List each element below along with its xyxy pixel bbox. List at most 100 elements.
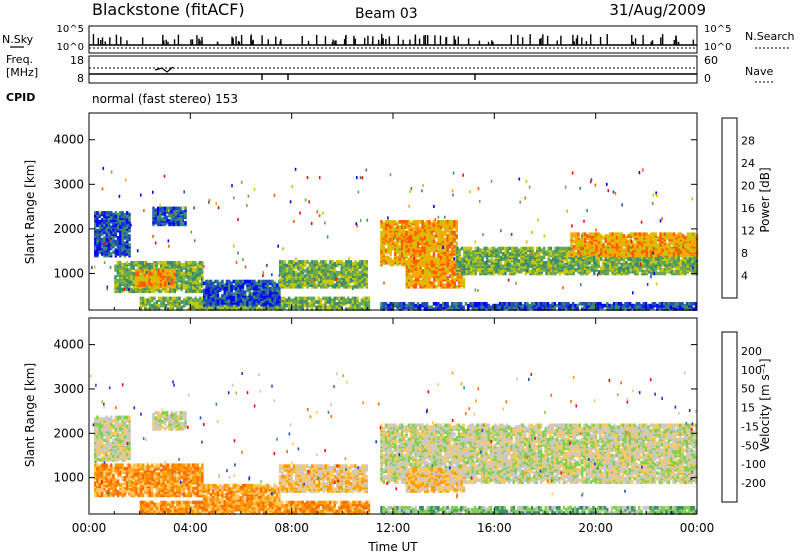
scatter-cell	[150, 269, 153, 273]
scatter-cell	[205, 285, 208, 289]
scatter-cell	[572, 248, 575, 253]
scatter-cell	[114, 227, 117, 231]
scatter-cell	[574, 236, 578, 240]
scatter-cell	[324, 269, 327, 273]
scatter-cell	[167, 307, 170, 311]
scatter-cell	[281, 279, 284, 284]
scatter-cell	[574, 268, 578, 272]
scatter-cell	[166, 215, 169, 220]
scatter-cell	[400, 246, 404, 251]
scatter-cell	[347, 276, 350, 280]
scatter-cell	[663, 271, 667, 276]
scatter-cell	[416, 259, 420, 263]
scatter-cell	[114, 280, 117, 285]
scatter-cell	[365, 296, 368, 301]
scatter-cell	[547, 246, 550, 251]
scatter-cell	[446, 234, 449, 238]
scatter-cell	[483, 246, 487, 251]
cpid-label: CPID	[6, 91, 35, 104]
scatter-cell	[609, 250, 612, 254]
scatter-cell	[128, 280, 131, 285]
scatter-cell	[168, 281, 172, 286]
scatter-cell	[636, 255, 639, 260]
scatter-cell	[647, 255, 651, 260]
scatter-cell	[453, 263, 456, 268]
scatter-cell	[458, 272, 461, 277]
scatter-cell	[455, 285, 459, 289]
scatter-cell	[306, 260, 309, 264]
scatter-cell	[326, 276, 330, 280]
scatter-cell	[166, 269, 169, 273]
scatter-cell	[183, 298, 186, 302]
scatter-cell	[326, 296, 329, 301]
scatter-cell	[472, 268, 475, 272]
scatter-cell	[114, 268, 117, 272]
scatter-cell	[506, 255, 509, 260]
scatter-cell	[361, 269, 364, 273]
scatter-cell	[126, 211, 129, 215]
scatter-cell	[340, 281, 343, 286]
scatter-cell	[540, 268, 544, 272]
scatter-cell	[600, 266, 603, 270]
scatter-cell	[352, 261, 355, 266]
scatter-cell	[529, 255, 532, 260]
scatter-cell	[169, 278, 172, 283]
scatter-cell	[137, 264, 140, 269]
scatter-cell	[345, 276, 348, 280]
scatter-cell	[139, 276, 142, 280]
scatter-cell	[556, 264, 560, 269]
scatter-cell	[294, 296, 298, 301]
scatter-cell	[595, 241, 598, 245]
scatter-cell	[490, 257, 493, 261]
scatter-cell	[410, 255, 413, 260]
scatter-cell	[171, 261, 174, 265]
scatter-cell	[98, 227, 101, 231]
scatter-cell	[94, 211, 97, 215]
scatter-cell	[611, 261, 614, 265]
scatter-cell	[168, 213, 171, 218]
scatter-cell	[162, 296, 165, 301]
scatter-cell	[659, 268, 662, 272]
scatter-cell	[536, 255, 539, 260]
scatter-cell	[513, 271, 516, 276]
scatter-cell	[262, 302, 265, 307]
scatter-cell	[217, 307, 220, 311]
scatter-cell	[595, 259, 598, 263]
scatter-cell	[349, 298, 352, 302]
scatter-cell	[219, 301, 222, 305]
scatter-cell	[354, 260, 357, 264]
scatter-cell	[164, 261, 167, 265]
scatter-cell	[361, 276, 364, 280]
scatter-cell	[146, 262, 149, 267]
scatter-cell	[313, 267, 316, 271]
scatter-cell	[455, 241, 458, 245]
scatter-cell	[463, 250, 466, 254]
scatter-cell	[414, 230, 417, 235]
scatter-cell	[552, 262, 555, 267]
scatter-cell	[410, 234, 413, 238]
scatter-cell	[155, 277, 158, 282]
scatter-cell	[273, 281, 277, 286]
scatter-cell	[196, 262, 199, 267]
scatter-cell	[98, 236, 101, 240]
scatter-cell	[322, 260, 325, 264]
scatter-cell	[159, 289, 163, 294]
scatter-cell	[565, 269, 569, 274]
scatter-cell	[426, 283, 429, 287]
scatter-cell	[558, 268, 562, 272]
scatter-cell	[171, 279, 174, 284]
scatter-cell	[693, 255, 696, 260]
scatter-cell	[198, 285, 202, 290]
scatter-cell	[609, 255, 612, 260]
scatter-cell	[219, 281, 222, 286]
scatter-cell	[561, 252, 564, 256]
scatter-cell	[170, 219, 173, 223]
scatter-cell	[622, 268, 626, 272]
scatter-cell	[152, 272, 156, 277]
scatter-cell	[331, 281, 334, 286]
scatter-cell	[292, 260, 296, 264]
scatter-cell	[423, 221, 427, 226]
scatter-cell	[590, 255, 594, 260]
scatter-cell	[570, 250, 573, 254]
